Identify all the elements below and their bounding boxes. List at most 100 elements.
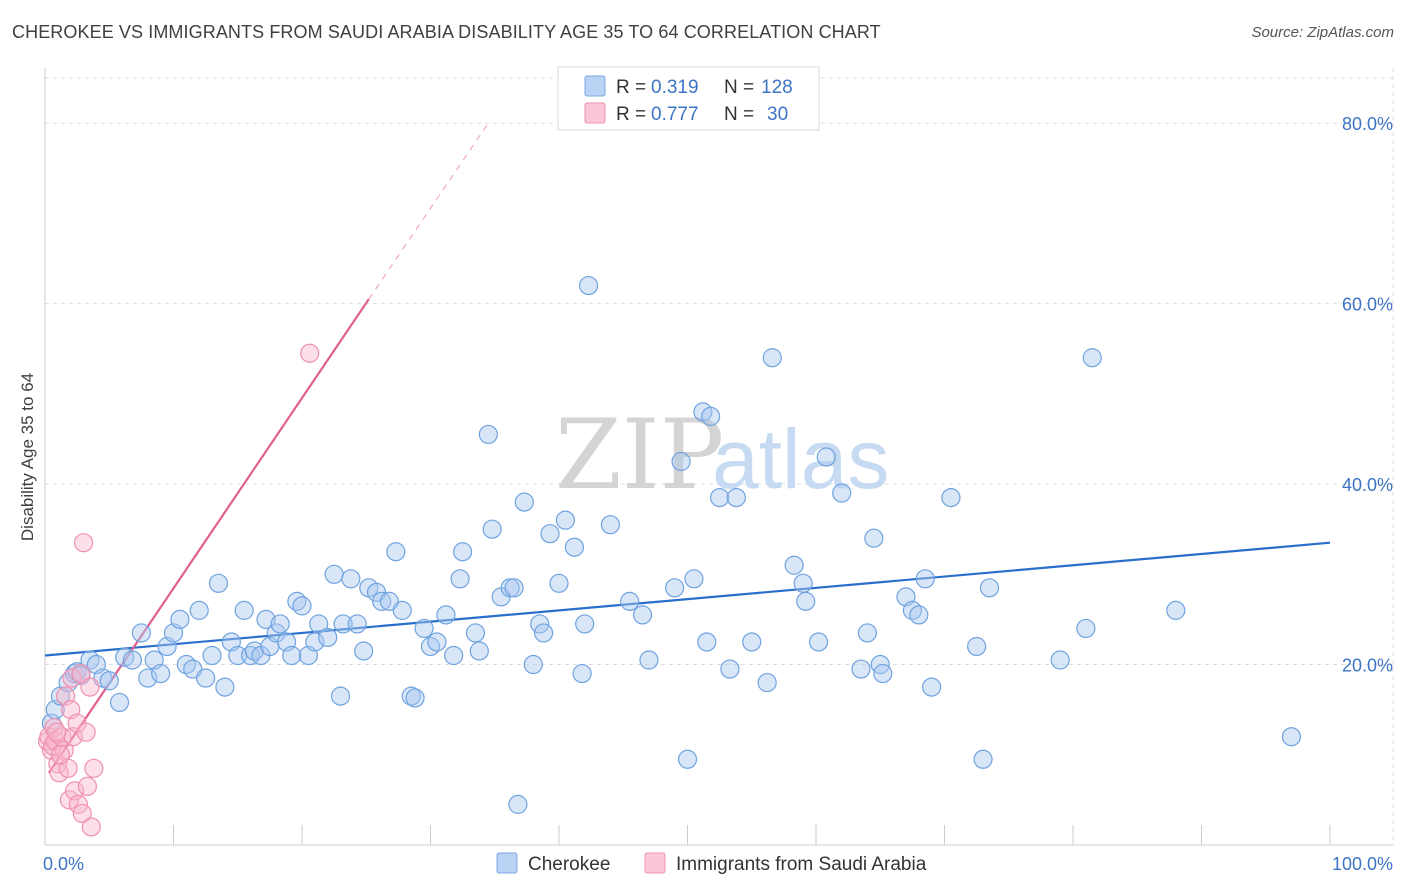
cherokee-point <box>1281 727 1302 747</box>
saudi-point <box>84 758 104 778</box>
saudi-point <box>77 776 98 796</box>
cherokee-point <box>270 614 290 634</box>
cherokee-point <box>578 275 599 296</box>
cherokee-point <box>504 578 524 598</box>
cherokee-point <box>720 659 740 679</box>
cherokee-point <box>215 677 235 697</box>
chart-title: CHEROKEE VS IMMIGRANTS FROM SAUDI ARABIA… <box>12 22 881 42</box>
saudi-point <box>46 722 67 742</box>
saudi-point <box>62 668 82 688</box>
cherokee-point <box>99 671 119 691</box>
axes <box>44 68 1393 846</box>
legend-swatch-cherokee <box>496 852 518 874</box>
cherokee-point <box>309 614 329 634</box>
cherokee-point <box>1166 600 1186 620</box>
saudi-point <box>50 745 71 765</box>
y-tick-label: 80.0% <box>1342 114 1393 134</box>
cherokee-point <box>671 451 691 472</box>
saudi-point <box>81 817 101 837</box>
cherokee-point <box>234 600 254 620</box>
y-tick-label: 60.0% <box>1342 295 1393 315</box>
cherokee-point <box>757 672 777 693</box>
cherokee-point <box>414 618 434 639</box>
legend-swatch-saudi <box>644 852 666 874</box>
cherokee-point <box>465 623 486 643</box>
cherokee-point <box>341 569 361 589</box>
cherokee-point <box>450 569 470 589</box>
data-points <box>37 275 1302 837</box>
cherokee-point <box>726 487 746 508</box>
trend-lines <box>44 122 1331 774</box>
saudi-point <box>76 722 96 742</box>
cherokee-point <box>508 794 528 814</box>
cherokee-point <box>549 573 569 593</box>
y-axis-title: Disability Age 35 to 64 <box>18 373 37 541</box>
cherokee-point <box>372 591 392 611</box>
cherokee-point <box>979 578 1000 598</box>
cherokee-point <box>873 663 893 684</box>
cherokee-point <box>697 632 717 652</box>
cherokee-point <box>330 686 351 706</box>
cherokee-point <box>469 641 489 661</box>
cherokee-point <box>677 749 698 769</box>
cherokee-point <box>665 578 685 598</box>
cherokee-point <box>138 668 158 688</box>
cherokee-point <box>941 487 961 508</box>
cherokee-point <box>533 623 554 643</box>
grid-lines <box>45 68 1394 845</box>
cherokee-point <box>208 573 229 593</box>
cherokee-point <box>967 636 987 657</box>
cherokee-point <box>523 654 543 675</box>
cherokee-point <box>1082 348 1102 368</box>
cherokee-point <box>189 600 209 620</box>
cherokee-point <box>427 632 447 652</box>
cherokee-point <box>482 519 502 539</box>
stats-legend: R = 0.319 N = 128 R = 0.777 N = 30 <box>557 66 820 131</box>
cherokee-point <box>1076 618 1096 639</box>
stats-n-value-2: 30 <box>767 104 788 125</box>
cherokee-point <box>196 668 216 688</box>
cherokee-point <box>354 641 374 661</box>
cherokee-point <box>109 692 130 713</box>
cherokee-point <box>436 605 456 625</box>
cherokee-point <box>347 614 367 634</box>
cherokee-point <box>857 623 878 643</box>
cherokee-point <box>742 632 762 652</box>
cherokee-point <box>639 650 659 670</box>
legend-label-cherokee: Cherokee <box>528 854 610 875</box>
cherokee-point <box>922 677 942 697</box>
cherokee-point <box>202 645 222 666</box>
cherokee-point <box>915 569 935 589</box>
cherokee-point <box>1050 650 1070 670</box>
cherokee-point <box>444 645 464 666</box>
x-tick-label-min: 0.0% <box>43 854 84 874</box>
cherokee-point <box>555 510 576 530</box>
cherokee-point <box>170 609 190 630</box>
series-legend: Cherokee Immigrants from Saudi Arabia <box>496 852 927 875</box>
stats-r-value-1: 0.319 <box>651 77 699 98</box>
cherokee-point <box>808 632 829 652</box>
saudi-trend-extension <box>368 122 489 300</box>
cherokee-point <box>864 528 884 548</box>
y-tick-label: 40.0% <box>1342 475 1393 495</box>
cherokee-point <box>784 555 804 575</box>
stats-n-label-1: N = <box>724 77 754 98</box>
cherokee-point <box>122 650 142 670</box>
stats-legend-swatch-saudi <box>584 102 606 124</box>
cherokee-point <box>453 542 473 562</box>
cherokee-point <box>115 647 135 667</box>
saudi-point <box>59 790 80 810</box>
cherokee-point <box>292 596 312 616</box>
saudi-point <box>80 677 100 697</box>
cherokee-point <box>575 614 595 634</box>
cherokee-point <box>131 623 151 643</box>
cherokee-point <box>305 632 325 652</box>
saudi-point <box>73 533 94 553</box>
cherokee-point <box>816 447 836 467</box>
cherokee-point <box>600 515 621 535</box>
source-label: Source: ZipAtlas.com <box>1251 24 1394 41</box>
saudi-point <box>300 343 320 363</box>
legend-label-saudi: Immigrants from Saudi Arabia <box>676 854 927 875</box>
stats-legend-swatch-cherokee <box>584 75 606 97</box>
